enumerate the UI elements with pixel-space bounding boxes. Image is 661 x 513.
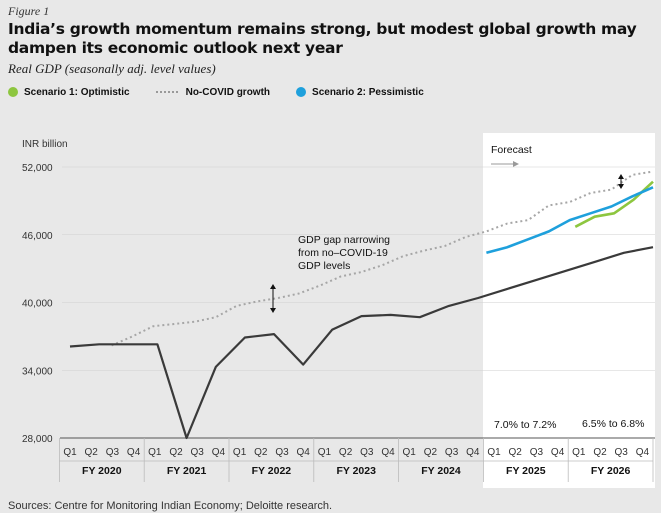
gap-arrow-fy2022-head-down bbox=[270, 308, 276, 313]
x-tick-label: Q4 bbox=[297, 447, 311, 458]
x-tick-label: Q3 bbox=[106, 447, 120, 458]
fiscal-year-label: FY 2025 bbox=[506, 465, 546, 477]
x-tick-label: Q1 bbox=[487, 447, 501, 458]
fiscal-year-label: FY 2023 bbox=[336, 465, 376, 477]
legend-label-no-covid: No-COVID growth bbox=[185, 86, 271, 98]
x-tick-label: Q4 bbox=[127, 447, 141, 458]
y-tick-label: 46,000 bbox=[22, 231, 53, 242]
series-pessimistic bbox=[486, 186, 654, 255]
fiscal-year-label: FY 2024 bbox=[421, 465, 461, 477]
x-tick-label: Q1 bbox=[63, 447, 77, 458]
y-tick-label: 34,000 bbox=[22, 366, 53, 377]
x-tick-label: Q2 bbox=[509, 447, 523, 458]
fiscal-year-label: FY 2021 bbox=[167, 465, 207, 477]
y-axis-label: INR billion bbox=[22, 139, 68, 150]
x-tick-label: Q3 bbox=[615, 447, 629, 458]
x-tick-label: Q1 bbox=[572, 447, 586, 458]
x-tick-label: Q1 bbox=[233, 447, 247, 458]
x-tick-label: Q3 bbox=[360, 447, 374, 458]
x-tick-label: Q4 bbox=[551, 447, 565, 458]
source-note: Sources: Centre for Monitoring Indian Ec… bbox=[8, 500, 333, 512]
gdp-line-chart: INR billion 28,000 34,000 40,000 46,000 52,0… bbox=[22, 133, 655, 488]
y-tick-label: 28,000 bbox=[22, 434, 53, 445]
x-tick-label: Q2 bbox=[85, 447, 99, 458]
legend-item-pessimistic: Scenario 2: Pessimistic bbox=[296, 87, 424, 98]
legend-swatch-no-covid bbox=[155, 91, 178, 93]
fiscal-year-label: FY 2026 bbox=[591, 465, 631, 477]
fiscal-year-label: FY 2022 bbox=[252, 465, 292, 477]
gap-annotation: GDP gap narrowing from no–COVID-19 GDP lev… bbox=[298, 234, 390, 272]
x-tick-label: Q1 bbox=[318, 447, 332, 458]
gap-arrow-fy2026-head-down bbox=[618, 184, 624, 189]
gap-arrows bbox=[270, 174, 624, 313]
legend: Scenario 1: Optimistic No-COVID growth S… bbox=[8, 84, 450, 100]
series-group bbox=[69, 170, 654, 440]
forecast-panel bbox=[483, 133, 655, 488]
x-tick-label: Q4 bbox=[466, 447, 480, 458]
x-tick-label: Q2 bbox=[169, 447, 183, 458]
x-axis: Q1 Q2 Q3 Q4 Q1 Q2 Q3 Q4 Q1 Q2 Q3 Q4 Q1 Q2 Q3 Q4 Q1 Q2 Q3 Q4… bbox=[59, 437, 655, 482]
forecast-arrow-head bbox=[513, 161, 519, 167]
x-tick-label: Q2 bbox=[593, 447, 607, 458]
x-tick-label: Q4 bbox=[381, 447, 395, 458]
legend-label-pessimistic: Scenario 2: Pessimistic bbox=[312, 86, 424, 98]
legend-item-optimistic: Scenario 1: Optimistic bbox=[8, 87, 130, 98]
x-tick-label: Q2 bbox=[424, 447, 438, 458]
y-tick-label: 52,000 bbox=[22, 163, 53, 174]
gap-arrow-fy2026-head-up bbox=[618, 174, 624, 179]
y-axis: 28,000 34,000 40,000 46,000 52,000 bbox=[22, 163, 655, 445]
legend-swatch-pessimistic bbox=[296, 87, 307, 97]
x-tick-label: Q3 bbox=[191, 447, 205, 458]
x-tick-label: Q2 bbox=[339, 447, 353, 458]
x-tick-label: Q4 bbox=[212, 447, 226, 458]
x-tick-label: Q2 bbox=[254, 447, 268, 458]
fy2025-growth-annotation: 7.0% to 7.2% bbox=[494, 419, 556, 431]
forecast-label: Forecast bbox=[491, 144, 532, 156]
figure-label: Figure 1 bbox=[8, 4, 50, 18]
gap-arrow-fy2022-head-up bbox=[270, 284, 276, 289]
x-tick-label: Q4 bbox=[636, 447, 650, 458]
x-tick-label: Q3 bbox=[275, 447, 289, 458]
x-tick-label: Q3 bbox=[530, 447, 544, 458]
forecast-marker: Forecast bbox=[491, 144, 532, 167]
legend-swatch-optimistic bbox=[8, 87, 18, 97]
fiscal-year-label: FY 2020 bbox=[82, 465, 122, 477]
series-actual bbox=[69, 246, 654, 440]
legend-item-no-covid: No-COVID growth bbox=[155, 86, 271, 98]
x-tick-label: Q1 bbox=[403, 447, 417, 458]
fy2026-growth-annotation: 6.5% to 6.8% bbox=[582, 418, 644, 430]
x-tick-label: Q3 bbox=[445, 447, 459, 458]
legend-label-optimistic: Scenario 1: Optimistic bbox=[24, 86, 130, 98]
y-tick-label: 40,000 bbox=[22, 299, 53, 310]
chart-title: India’s growth momentum remains strong, … bbox=[8, 20, 637, 57]
chart-subtitle: Real GDP (seasonally adj. level values) bbox=[8, 61, 216, 76]
x-tick-label: Q1 bbox=[148, 447, 162, 458]
